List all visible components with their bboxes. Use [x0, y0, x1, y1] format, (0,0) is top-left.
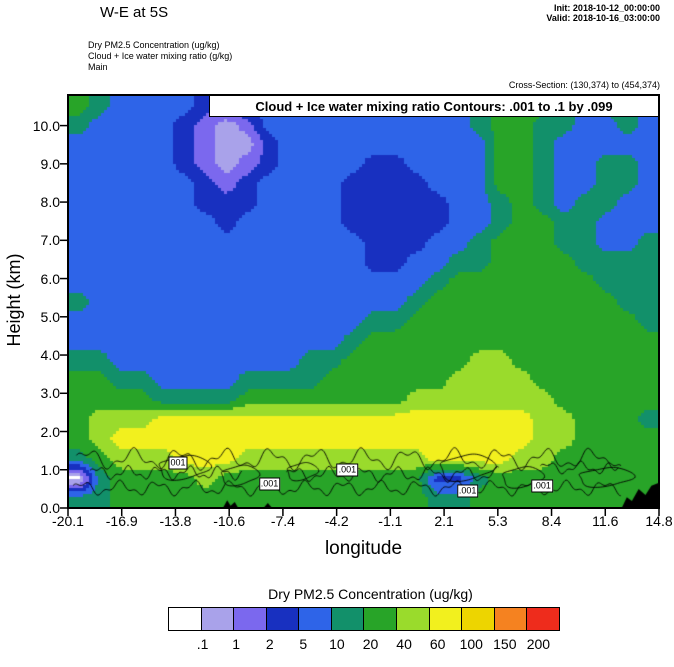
colorbar-swatches — [168, 607, 560, 631]
y-tick-label: 8.0 — [40, 194, 60, 211]
colorbar-swatch — [200, 607, 235, 631]
x-tick-label: -16.9 — [105, 513, 138, 529]
y-tick-label: 3.0 — [40, 385, 60, 402]
contour-label: .001 — [258, 477, 281, 491]
x-tick-label: 5.3 — [488, 513, 508, 529]
x-axis-title: longitude — [324, 538, 403, 559]
colorbar-swatch — [363, 607, 398, 631]
colorbar-swatch — [168, 607, 202, 631]
colorbar-tick-label: 60 — [429, 636, 446, 652]
colorbar-tick-label: 10 — [329, 636, 345, 652]
y-tick-label: 6.0 — [40, 270, 60, 287]
x-tick-label: -4.2 — [324, 513, 349, 529]
contour-label: .001 — [531, 479, 553, 493]
y-tick-label: 2.0 — [40, 423, 60, 440]
x-tick-label: -20.1 — [52, 513, 84, 529]
contour-label: 001 — [168, 456, 188, 470]
cross-section-label: Cross-Section: (130,374) to (454,374) — [508, 80, 660, 90]
y-tick-label: 9.0 — [40, 155, 60, 172]
colorbar-tick-label: 40 — [396, 636, 412, 652]
valid-timestamp: Valid: 2018-10-16_03:00:00 — [546, 13, 660, 23]
cross-section-field-canvas — [68, 95, 659, 508]
colorbar-swatch — [298, 607, 332, 631]
contour-label: .001 — [456, 484, 479, 498]
colorbar-tick-label: 20 — [362, 636, 379, 652]
colorbar-swatch — [396, 607, 430, 631]
x-tick-label: 11.6 — [592, 513, 619, 529]
colorbar-swatch — [526, 607, 560, 631]
x-tick-label: -13.8 — [159, 513, 192, 529]
colorbar-tick-label: 150 — [493, 636, 517, 652]
colorbar-tick-label: .1 — [196, 636, 209, 652]
x-tick-label: 14.8 — [645, 513, 673, 529]
field-annotation-pm25: Dry PM2.5 Concentration (ug/kg) — [88, 40, 220, 50]
y-tick-label: 4.0 — [40, 347, 60, 364]
colorbar-tick-label: 100 — [459, 636, 483, 652]
colorbar-tick-label: 1 — [232, 636, 241, 652]
colorbar-tick-label: 5 — [299, 636, 308, 652]
colorbar-title: Dry PM2.5 Concentration (ug/kg) — [268, 586, 473, 602]
page-title: W-E at 5S — [100, 4, 169, 21]
x-tick-label: 2.1 — [434, 513, 454, 529]
x-tick-label: -10.6 — [213, 513, 246, 529]
y-tick-label: 7.0 — [40, 232, 60, 249]
colorbar-swatch — [233, 607, 267, 631]
colorbar-swatch — [265, 607, 300, 631]
colorbar-swatch — [428, 607, 463, 631]
contour-info-box: Cloud + Ice water mixing ratio Contours:… — [209, 95, 659, 117]
y-tick-label: 0.0 — [40, 500, 60, 516]
x-tick-label: 8.4 — [541, 513, 562, 529]
field-annotation-domain: Main — [88, 62, 108, 72]
y-tick-label: 10.0 — [32, 117, 60, 134]
colorbar-swatch — [493, 607, 528, 631]
field-annotations: Dry PM2.5 Concentration (ug/kg) Cloud + … — [88, 40, 232, 73]
colorbar-tick-label: 2 — [265, 636, 274, 652]
y-tick-label: 1.0 — [40, 461, 60, 478]
init-timestamp: Init: 2018-10-12_00:00:00 — [553, 3, 660, 13]
colorbar-swatch — [461, 607, 495, 631]
field-annotation-cloudice: Cloud + Ice water mixing ratio (g/kg) — [88, 51, 233, 61]
run-timestamps: Init: 2018-10-12_00:00:00 Valid: 2018-10… — [546, 3, 660, 23]
contour-label: .001 — [336, 463, 359, 477]
contour-info-text: Cloud + Ice water mixing ratio Contours:… — [255, 98, 613, 114]
x-tick-label: -1.1 — [378, 513, 403, 529]
y-tick-label: 5.0 — [40, 308, 60, 325]
colorbar-swatch — [330, 607, 365, 631]
x-tick-label: -7.4 — [270, 513, 295, 529]
colorbar-tick-label: 200 — [526, 636, 551, 652]
plot-area: Cloud + Ice water mixing ratio Contours:… — [68, 95, 659, 508]
